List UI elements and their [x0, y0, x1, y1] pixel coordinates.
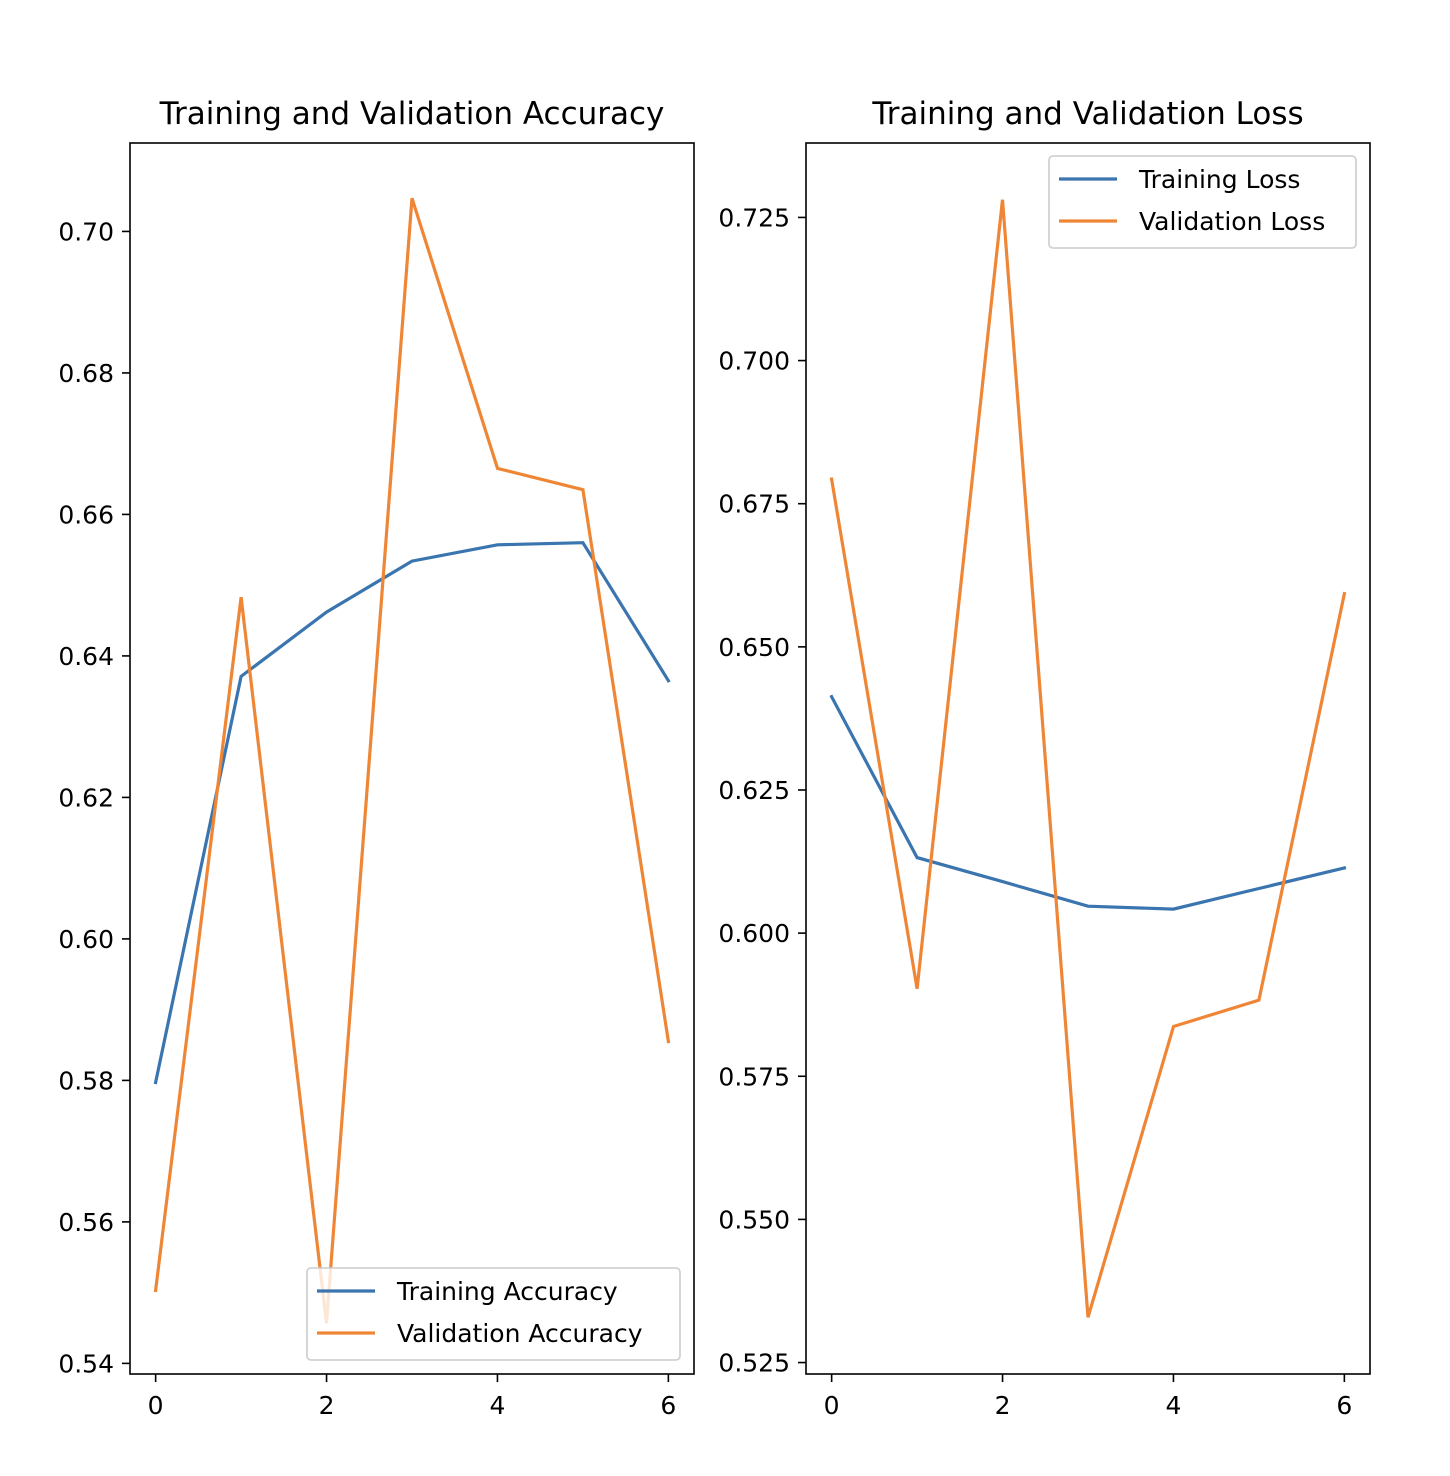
accuracy-x-tick-label: 2	[319, 1391, 335, 1420]
accuracy-x-tick-label: 6	[660, 1391, 676, 1420]
accuracy-plot-frame	[129, 142, 695, 1375]
accuracy-series-line-validation	[153, 197, 671, 1324]
accuracy-y-tick-label: 0.64	[58, 642, 114, 671]
loss-legend-label-validation: Validation Loss	[1139, 207, 1325, 236]
loss-plot-frame	[805, 142, 1371, 1375]
accuracy-y-ticks: 0.54 0.56 0.58 0.60 0.62 0.64 0.66 0.68 0.70	[58, 217, 130, 1378]
accuracy-subplot: Training and Validation Accuracy 0.540.5…	[58, 96, 695, 1420]
loss-lines	[829, 199, 1347, 1318]
accuracy-x-tick-label: 4	[490, 1391, 506, 1420]
loss-y-tick-label: 0.525	[718, 1349, 790, 1378]
accuracy-y-tick-label: 0.66	[58, 500, 114, 529]
loss-legend-box	[1048, 155, 1357, 249]
loss-y-tick-label: 0.725	[718, 203, 790, 232]
loss-y-tick-label: 0.575	[718, 1062, 790, 1091]
loss-y-tick-label: 0.600	[718, 919, 790, 948]
accuracy-legend-label-training: Training Accuracy	[396, 1277, 618, 1306]
accuracy-x-ticks: 0 2 4 6	[148, 1374, 676, 1420]
accuracy-lines	[153, 197, 671, 1324]
loss-subplot: Training and Validation Loss 0.5250.5500…	[718, 96, 1371, 1420]
accuracy-y-tick-label: 0.70	[58, 217, 114, 246]
accuracy-y-tick-label: 0.60	[58, 925, 114, 954]
loss-x-tick-label: 6	[1336, 1391, 1352, 1420]
loss-series-line-training	[829, 694, 1347, 911]
loss-x-tick-label: 0	[824, 1391, 840, 1420]
accuracy-legend-label-validation: Validation Accuracy	[397, 1319, 643, 1348]
loss-x-tick-label: 4	[1166, 1391, 1182, 1420]
accuracy-y-tick-label: 0.62	[58, 783, 114, 812]
loss-series-line-validation	[829, 199, 1347, 1318]
accuracy-x-tick-label: 0	[148, 1391, 164, 1420]
accuracy-legend-box	[306, 1267, 681, 1361]
loss-y-tick-label: 0.675	[718, 490, 790, 519]
accuracy-chart-title: Training and Validation Accuracy	[159, 96, 665, 132]
accuracy-y-tick-label: 0.68	[58, 359, 114, 388]
loss-y-ticks: 0.525 0.550 0.575 0.600 0.625 0.650 0.675 0.700…	[718, 203, 806, 1378]
loss-y-tick-label: 0.650	[718, 633, 790, 662]
loss-x-ticks: 0 2 4 6	[824, 1374, 1352, 1420]
accuracy-y-tick-label: 0.58	[58, 1066, 114, 1095]
loss-x-tick-label: 2	[995, 1391, 1011, 1420]
loss-y-tick-label: 0.625	[718, 776, 790, 805]
loss-y-tick-label: 0.550	[718, 1205, 790, 1234]
loss-chart-title: Training and Validation Loss	[871, 96, 1303, 132]
accuracy-legend: Training Accuracy Validation Accuracy	[306, 1267, 681, 1361]
accuracy-y-tick-label: 0.54	[58, 1349, 114, 1378]
loss-legend-label-training: Training Loss	[1138, 165, 1300, 194]
accuracy-series-line-training	[153, 541, 671, 1085]
loss-legend: Training Loss Validation Loss	[1048, 155, 1357, 249]
loss-y-tick-label: 0.700	[718, 347, 790, 376]
accuracy-y-tick-label: 0.56	[58, 1208, 114, 1237]
